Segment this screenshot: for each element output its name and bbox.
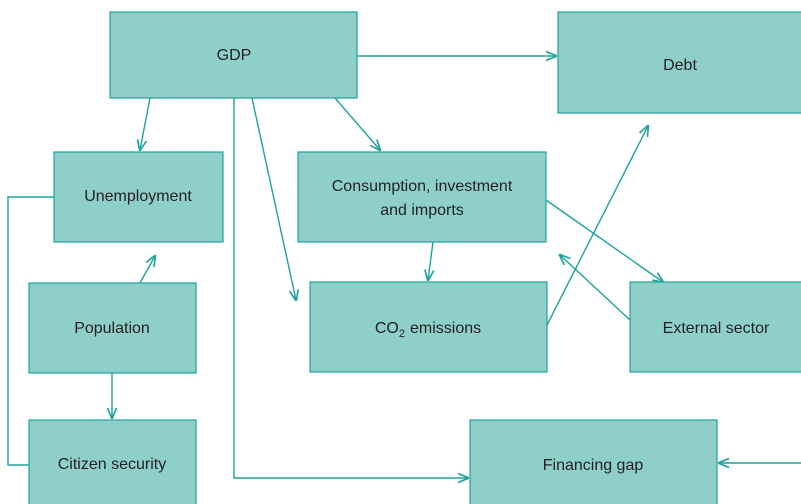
label-part: emissions xyxy=(410,320,481,337)
edge xyxy=(334,97,380,150)
node: Population xyxy=(28,282,197,374)
edge xyxy=(7,196,54,466)
label-subscript: 2 xyxy=(399,328,405,340)
node-label: External sector xyxy=(663,320,770,337)
node-box xyxy=(28,419,197,504)
node-box xyxy=(297,151,547,243)
label-part: CO xyxy=(375,320,399,337)
node-box xyxy=(309,281,548,373)
node-label: Consumption, investment xyxy=(332,178,513,195)
node: External sector xyxy=(629,281,801,373)
node: Citizen security xyxy=(28,419,197,504)
edges xyxy=(7,56,801,478)
node-label: Unemployment xyxy=(84,188,192,205)
node-label: Population xyxy=(74,320,150,337)
node-label: Debt xyxy=(663,57,697,74)
node: GDP xyxy=(109,11,358,99)
edge xyxy=(140,97,151,150)
node-label: CO2 emissions xyxy=(375,320,481,340)
node-box xyxy=(53,151,224,243)
node-label: Citizen security xyxy=(58,456,166,473)
node: Debt xyxy=(557,11,801,114)
node: Financing gap xyxy=(469,419,718,504)
edge xyxy=(560,255,631,321)
node: Consumption, investment and imports xyxy=(297,151,547,243)
node-box xyxy=(109,11,358,99)
edge xyxy=(139,256,155,284)
node-box xyxy=(557,11,801,114)
edge xyxy=(233,98,468,478)
node-box xyxy=(469,419,718,504)
node-box xyxy=(629,281,801,373)
node-label: Financing gap xyxy=(543,457,644,474)
node: Unemployment xyxy=(53,151,224,243)
node-label: and imports xyxy=(380,202,464,219)
edge xyxy=(546,126,648,326)
node-box xyxy=(28,282,197,374)
edge xyxy=(545,199,663,282)
edge xyxy=(251,97,296,300)
node-label: GDP xyxy=(217,47,252,64)
edge xyxy=(428,241,433,280)
node: CO2 emissions xyxy=(309,281,548,373)
